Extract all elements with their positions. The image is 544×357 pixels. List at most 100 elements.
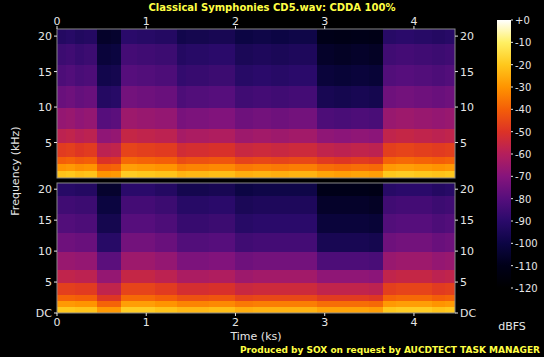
cell <box>289 233 317 252</box>
cell <box>271 157 289 165</box>
plot-bg <box>57 183 455 313</box>
cell <box>137 157 155 165</box>
cell <box>334 171 352 178</box>
colorbar-tick-label: -90 <box>515 216 531 227</box>
cell <box>351 29 369 44</box>
cell <box>84 183 98 196</box>
frame <box>57 183 455 313</box>
cell <box>57 183 66 196</box>
cell <box>383 183 397 196</box>
cell <box>75 157 84 165</box>
y-tick-label: 5 <box>45 276 52 289</box>
cell <box>121 183 138 196</box>
cell <box>317 171 334 178</box>
cell <box>177 214 186 233</box>
cell <box>111 128 122 143</box>
cell <box>177 301 186 308</box>
y-tick <box>455 251 458 252</box>
cell <box>369 307 383 313</box>
cell <box>57 195 66 214</box>
cell <box>253 282 271 295</box>
cell <box>84 307 98 313</box>
cell <box>209 195 236 214</box>
x-tick-label: 4 <box>410 15 417 28</box>
cell <box>383 128 397 143</box>
y-tick <box>455 71 458 72</box>
cell <box>75 195 84 214</box>
cell <box>121 143 138 158</box>
cell <box>334 301 352 308</box>
cell <box>432 301 446 308</box>
cell <box>289 64 317 86</box>
cell <box>317 233 334 252</box>
cell <box>177 43 186 65</box>
cell <box>121 282 138 295</box>
cell <box>351 143 369 158</box>
cell <box>57 251 66 270</box>
cell <box>186 128 209 143</box>
cell <box>253 171 271 178</box>
cell <box>253 86 271 108</box>
cell <box>97 251 111 270</box>
colorbar-tick-label: -40 <box>515 104 531 115</box>
cell <box>209 107 236 129</box>
cell <box>271 195 289 214</box>
cell <box>271 64 289 86</box>
cell <box>209 128 236 143</box>
y-tick-label: 15 <box>38 66 52 79</box>
cell <box>432 157 446 165</box>
y-tick-label: 5 <box>460 137 467 150</box>
cell <box>253 128 271 143</box>
cell <box>369 143 383 158</box>
cell <box>235 233 253 252</box>
cell <box>75 171 84 178</box>
cell <box>383 294 397 301</box>
y-tick-label: 10 <box>460 101 474 114</box>
cell <box>57 164 66 172</box>
cell <box>432 195 446 214</box>
cell <box>186 233 209 252</box>
cell <box>66 157 75 165</box>
colorbar-tick <box>511 265 513 266</box>
x-axis-label: Time (ks) <box>229 330 281 343</box>
colorbar-tick <box>511 109 513 110</box>
cell <box>235 282 253 295</box>
cell <box>111 282 122 295</box>
cell <box>289 183 317 196</box>
colorbar-tick-label: -70 <box>515 171 531 182</box>
cell <box>186 294 209 301</box>
cell <box>396 143 414 158</box>
cell <box>383 29 397 44</box>
cell <box>121 307 138 313</box>
cell <box>432 128 446 143</box>
cell <box>121 157 138 165</box>
cell <box>66 183 75 196</box>
cell <box>235 86 253 108</box>
cell <box>414 171 432 178</box>
cell <box>351 164 369 172</box>
cell <box>186 171 209 178</box>
cell <box>84 86 98 108</box>
cell <box>445 294 455 301</box>
cell <box>445 86 455 108</box>
cell <box>414 164 432 172</box>
cell <box>432 270 446 283</box>
cell <box>289 86 317 108</box>
cell <box>271 107 289 129</box>
cell <box>369 128 383 143</box>
cell <box>271 171 289 178</box>
y-tick-label: 20 <box>38 30 52 43</box>
cell <box>396 64 414 86</box>
cell <box>271 294 289 301</box>
cell <box>271 307 289 313</box>
cell <box>383 43 397 65</box>
cell <box>121 171 138 178</box>
cell <box>155 195 178 214</box>
cell <box>235 164 253 172</box>
y-tick <box>455 107 458 108</box>
cell <box>396 233 414 252</box>
cell <box>334 233 352 252</box>
cell <box>57 157 66 165</box>
cell <box>445 128 455 143</box>
cell <box>334 29 352 44</box>
